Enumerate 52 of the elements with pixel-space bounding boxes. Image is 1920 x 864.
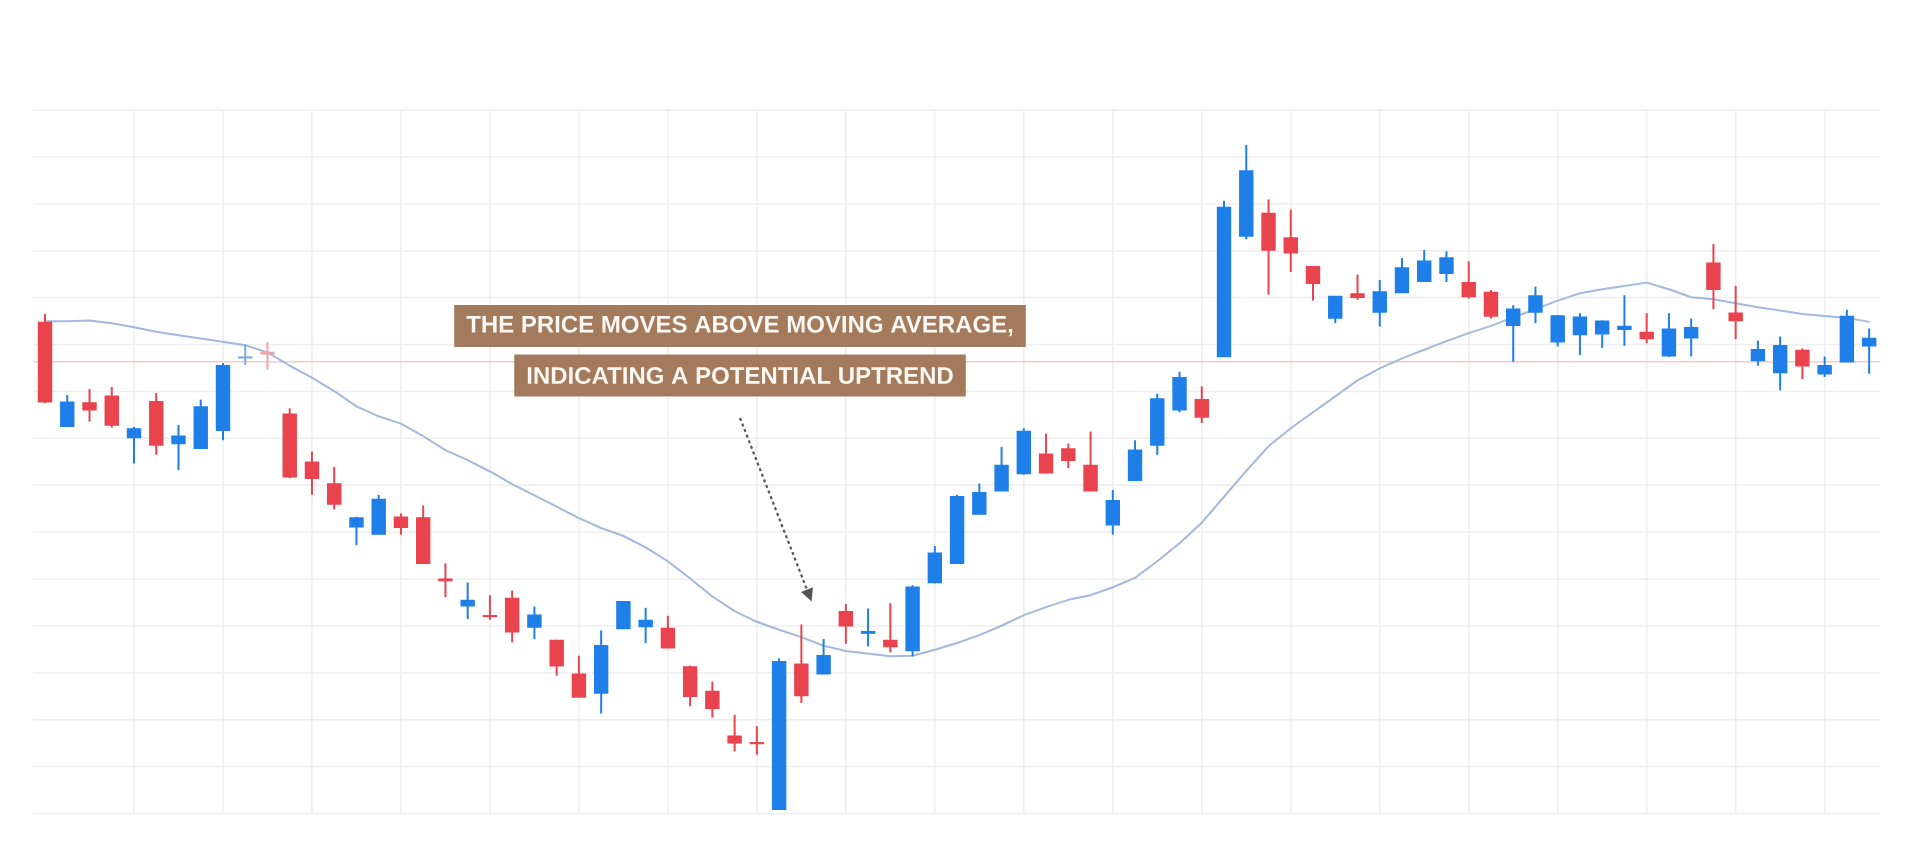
candlestick bbox=[349, 515, 364, 547]
candlestick bbox=[1061, 442, 1076, 470]
candlestick bbox=[1194, 385, 1209, 424]
candlestick bbox=[1461, 260, 1476, 300]
candlestick bbox=[1038, 432, 1054, 475]
candlestick bbox=[1817, 355, 1832, 379]
candlestick bbox=[327, 465, 342, 511]
candlestick bbox=[1639, 312, 1654, 345]
candlestick bbox=[1506, 304, 1521, 363]
candlestick bbox=[705, 680, 720, 719]
candlestick bbox=[527, 605, 542, 641]
candlestick bbox=[660, 614, 676, 649]
candlestick bbox=[1372, 278, 1387, 328]
candlestick bbox=[571, 654, 587, 698]
candlestick bbox=[838, 602, 854, 645]
candlestick bbox=[1483, 288, 1499, 320]
candlestick bbox=[1795, 347, 1810, 381]
candlestick bbox=[1572, 312, 1588, 357]
candlestick bbox=[1728, 284, 1743, 341]
candlestick bbox=[238, 343, 253, 367]
candlestick bbox=[482, 594, 498, 621]
candlestick bbox=[816, 638, 831, 675]
candlestick bbox=[460, 581, 475, 621]
annotation: THE PRICE MOVES ABOVE MOVING AVERAGE, bbox=[466, 315, 1013, 337]
candlestick bbox=[1617, 294, 1632, 347]
candlestick bbox=[972, 482, 987, 516]
candlestick bbox=[749, 725, 765, 756]
candlestick bbox=[860, 607, 876, 648]
candlestick bbox=[171, 423, 186, 472]
candlestick bbox=[126, 425, 142, 465]
candlestick bbox=[260, 340, 275, 371]
candlestick bbox=[727, 713, 742, 753]
candlestick bbox=[1528, 285, 1543, 325]
candlestick bbox=[82, 388, 97, 423]
candlestick bbox=[638, 606, 653, 645]
candlestick bbox=[1105, 489, 1120, 536]
candlestick bbox=[1305, 265, 1321, 302]
candlestick bbox=[60, 394, 75, 428]
annotation: INDICATING A POTENTIAL UPTREND bbox=[527, 367, 953, 384]
candlestick bbox=[883, 602, 898, 654]
candlestick bbox=[1750, 339, 1766, 367]
candlestick bbox=[1439, 250, 1454, 283]
candlestick bbox=[438, 562, 453, 599]
candlestick bbox=[1683, 317, 1699, 358]
candlestick bbox=[393, 512, 409, 536]
candlestick bbox=[304, 450, 320, 496]
candlestick bbox=[1328, 295, 1343, 325]
candlestick bbox=[1861, 327, 1877, 375]
candlestick bbox=[1594, 319, 1610, 349]
candlestick bbox=[1283, 208, 1298, 273]
candlestick bbox=[1350, 273, 1365, 301]
candlestick bbox=[1417, 249, 1432, 283]
